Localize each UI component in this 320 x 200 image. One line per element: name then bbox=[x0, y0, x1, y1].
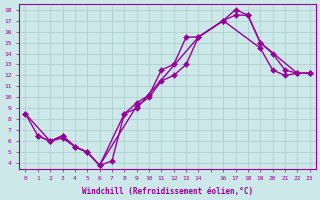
X-axis label: Windchill (Refroidissement éolien,°C): Windchill (Refroidissement éolien,°C) bbox=[82, 187, 253, 196]
